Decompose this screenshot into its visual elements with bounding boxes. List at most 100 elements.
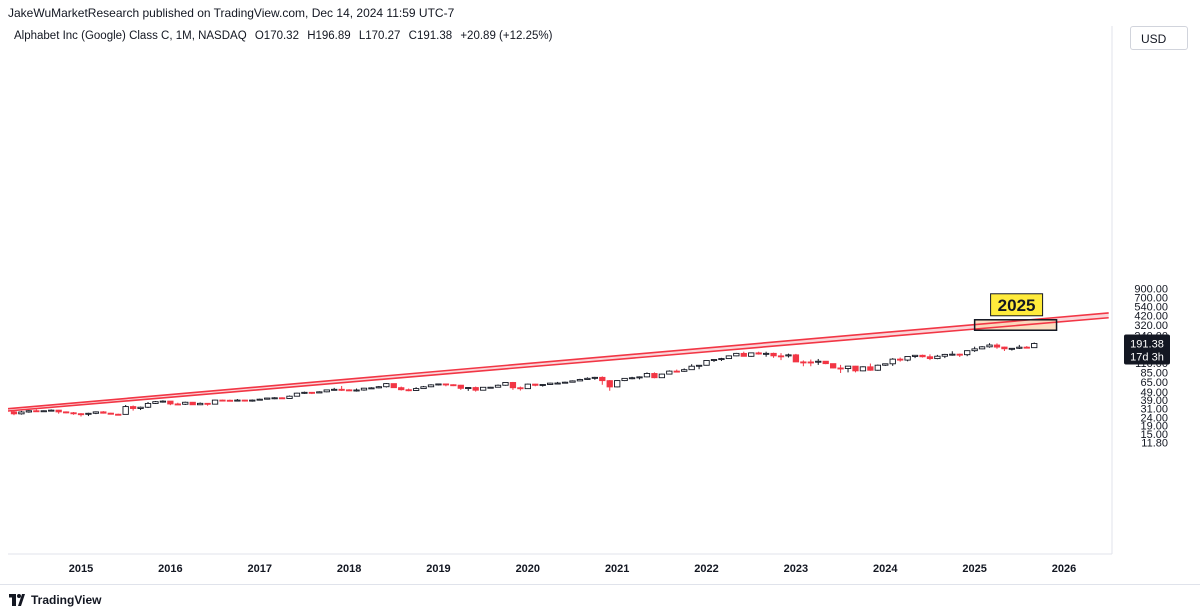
candle-body [785,354,792,357]
candle [509,381,517,390]
candle [576,378,584,382]
candle [621,377,628,382]
candle [219,399,226,402]
candle-body [48,409,55,412]
candle [353,388,360,392]
candle-body [457,384,464,389]
candle-body [383,383,390,388]
candle [978,346,986,350]
candle [785,353,792,358]
candle [733,352,740,357]
candle-body [435,383,442,386]
candle-body [547,382,554,385]
candle-body [971,348,978,352]
candle [874,364,881,371]
tradingview-brand: TradingView [31,593,102,607]
candle-body [1001,346,1008,350]
candle [211,399,219,405]
y-tick-label: 700.00 [1134,292,1168,304]
publisher-header: JakeWuMarketResearch published on Tradin… [8,6,455,20]
candle [949,351,956,356]
candle [681,368,688,372]
candle [666,370,673,375]
candle-body [55,409,62,413]
candle-body [323,389,330,393]
x-tick-label: 2016 [158,563,182,575]
candle [1001,346,1008,352]
candle-body [733,352,740,357]
price-chart[interactable]: 2025900.00700.00540.00420.00320.00240.00… [0,26,1200,584]
candle [993,343,1001,349]
candle-body [807,361,814,364]
candle-body [450,384,457,387]
candle-body [494,384,502,388]
candle [278,397,286,400]
candle-body [159,400,167,403]
candle [442,383,450,387]
open-value: O170.32 [254,30,299,42]
candle [673,369,680,373]
y-tick-label: 85.00 [1140,367,1168,379]
candle-body [226,399,234,402]
x-tick-label: 2024 [873,563,898,575]
y-tick-label: 15.00 [1140,429,1168,441]
candle [487,386,494,389]
candle-body [442,383,450,386]
candle [390,383,397,389]
y-tick-label: 420.00 [1134,311,1168,323]
candle [383,383,390,388]
candle [472,386,479,392]
x-tick-label: 2023 [784,563,808,575]
candle [301,391,308,394]
candle-body [897,358,904,361]
candle [822,360,829,365]
candle [859,366,867,372]
y-tick-label: 39.00 [1140,395,1168,407]
candle-body [576,379,584,382]
candle-body [420,386,427,390]
candle-body [219,399,226,402]
candle-body [569,380,576,383]
candle [48,409,55,412]
candle-body [62,411,70,414]
symbol-name[interactable]: Alphabet Inc (Google) Class C, 1M, NASDA… [14,30,247,42]
candle [599,376,606,385]
candle [465,387,472,391]
candle-body [137,406,144,409]
candle [718,357,725,362]
currency-button[interactable]: USD [1130,26,1188,50]
candle-body [993,344,1001,348]
candle [25,410,33,413]
candle-body [524,383,531,390]
candle-body [636,376,643,379]
candle-body [345,389,353,392]
candle-body [398,387,405,391]
candle-body [800,361,807,364]
candle-body [25,410,33,413]
candle [889,358,896,366]
candle [591,376,598,380]
candle-body [889,358,896,365]
candle [338,385,345,391]
candle-body [755,352,762,355]
x-tick-label: 2018 [337,563,361,575]
candle-body [911,354,919,357]
annotation-label: 2025 [998,296,1036,315]
y-tick-label: 49.00 [1140,387,1168,399]
tradingview-logo[interactable]: TradingView [9,593,101,607]
candle-body [122,406,129,415]
x-tick-label: 2026 [1052,563,1076,575]
candle-body [986,344,993,348]
candle-body [673,370,680,373]
candle [182,401,189,405]
candle-body [1031,343,1038,349]
candle [1023,346,1030,349]
candle-body [949,353,956,356]
y-tick-label: 19.00 [1140,421,1168,433]
x-tick-label: 2015 [69,563,93,575]
candle [189,401,196,406]
candle [926,354,934,361]
channel-upper-line [8,312,1109,410]
candle-body [964,350,971,356]
last-price-value: 191.38 [1130,339,1164,351]
